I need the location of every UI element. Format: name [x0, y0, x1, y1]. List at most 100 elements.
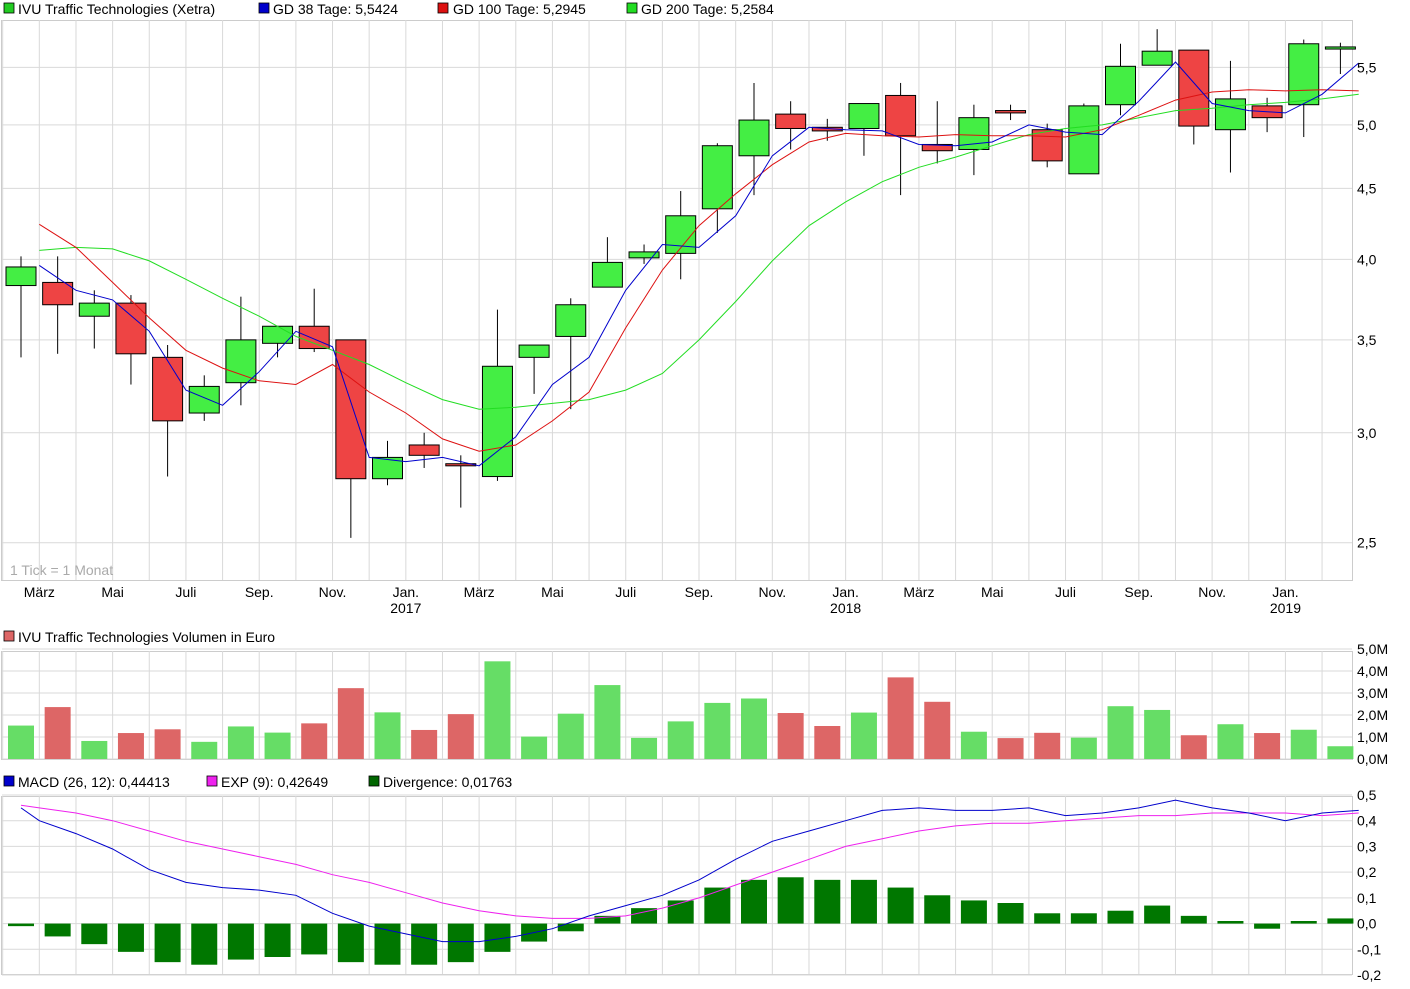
- divergence-bar: [264, 923, 291, 957]
- divergence-bar: [301, 923, 328, 955]
- price-x-tick-label: März: [464, 584, 495, 600]
- volume-bar: [1327, 746, 1354, 759]
- volume-bars: [8, 661, 1354, 759]
- divergence-bar: [1217, 921, 1244, 924]
- candle-body: [1068, 105, 1100, 175]
- volume-y-tick-label: 3,0M: [1357, 685, 1388, 701]
- divergence-bar: [1070, 913, 1097, 924]
- volume-y-tick-label: 4,0M: [1357, 663, 1388, 679]
- candle-body: [518, 344, 550, 358]
- legend-label-gd200: GD 200 Tage: 5,2584: [641, 1, 774, 17]
- price-x-tick-label: Mai: [541, 584, 564, 600]
- volume-bar: [301, 723, 328, 759]
- volume-bar: [777, 713, 804, 759]
- candle-body: [738, 119, 770, 157]
- macd-y-tick-label: 0,3: [1357, 838, 1377, 854]
- volume-legend-label: IVU Traffic Technologies Volumen in Euro: [18, 629, 275, 645]
- price-x-tick-label: Mai: [981, 584, 1004, 600]
- candle-body: [298, 325, 330, 350]
- candle-body: [1105, 65, 1136, 106]
- candle-body: [408, 444, 440, 456]
- tick-note: 1 Tick = 1 Monat: [10, 562, 113, 578]
- price-x-tick-label: Jan.: [1272, 584, 1298, 600]
- candle-body: [555, 304, 587, 337]
- volume-bar: [1144, 709, 1171, 759]
- price-y-tick-label: 3,5: [1357, 332, 1377, 348]
- divergence-bar: [997, 903, 1024, 924]
- price-candles: [5, 29, 1356, 538]
- divergence-bar: [741, 879, 767, 924]
- price-y-tick-label: 5,0: [1357, 117, 1377, 133]
- volume-bar: [887, 677, 914, 759]
- divergence-bar: [1107, 910, 1134, 924]
- candle-body: [628, 251, 660, 259]
- price-x-tick-label: Juli: [1055, 584, 1076, 600]
- price-panel: 2,5 3,0 3,5 4,0 4,5 5,0 5,5 März Mai Juli Sep. Nov…: [1, 20, 1377, 616]
- volume-panel: 0,0M 1,0M 2,0M 3,0M 4,0M 5,0M: [1, 641, 1388, 767]
- candle-body: [5, 266, 37, 287]
- volume-bar: [631, 737, 658, 759]
- legend-swatch-price: [3, 2, 15, 14]
- candle-body: [42, 281, 74, 306]
- volume-bar: [997, 738, 1024, 759]
- legend-swatch-gd38: [258, 2, 270, 14]
- candle-body: [921, 143, 953, 152]
- volume-bar: [411, 729, 438, 759]
- divergence-bar: [1180, 915, 1207, 924]
- macd-legend: MACD (26, 12): 0,44413 EXP (9): 0,42649 …: [3, 774, 512, 790]
- divergence-bar: [81, 923, 108, 945]
- divergence-bar: [1327, 918, 1354, 924]
- legend-label-price: IVU Traffic Technologies (Xetra): [18, 1, 215, 17]
- divergence-bar: [814, 879, 841, 924]
- volume-bar: [667, 721, 694, 759]
- divergence-bar: [1254, 923, 1281, 929]
- volume-bar: [1107, 706, 1134, 759]
- divergence-bar: [447, 923, 474, 963]
- price-y-tick-label: 2,5: [1357, 535, 1377, 551]
- divergence-bar: [337, 923, 364, 963]
- macd-line: [20, 799, 1359, 943]
- price-x-tick-label: Nov.: [758, 584, 786, 600]
- price-grid: [2, 20, 1352, 580]
- price-y-axis: 2,5 3,0 3,5 4,0 4,5 5,0 5,5: [1357, 59, 1377, 550]
- volume-bar: [960, 731, 987, 759]
- divergence-bar: [704, 887, 731, 924]
- macd-panel: -0,2 -0,1 0,0 0,1 0,2 0,3 0,4 0,5: [1, 787, 1381, 983]
- price-y-tick-label: 4,0: [1357, 251, 1377, 267]
- price-x-tick-label: Mai: [101, 584, 124, 600]
- macd-y-tick-label: 0,0: [1357, 916, 1377, 932]
- macd-divergence-bars: [8, 877, 1354, 965]
- divergence-bar: [227, 923, 254, 960]
- macd-y-tick-label: -0,2: [1357, 967, 1381, 983]
- volume-bar: [1254, 733, 1281, 759]
- candle-body: [335, 339, 367, 480]
- macd-y-axis: -0,2 -0,1 0,0 0,1 0,2 0,3 0,4 0,5: [1357, 787, 1381, 983]
- volume-y-axis: 0,0M 1,0M 2,0M 3,0M 4,0M 5,0M: [1357, 641, 1388, 767]
- divergence-bar: [960, 900, 987, 924]
- gd200-line: [39, 93, 1359, 410]
- volume-bar: [1070, 737, 1097, 759]
- volume-bar: [594, 685, 621, 759]
- price-x-tick-year: 2017: [390, 600, 421, 616]
- legend-label-gd38: GD 38 Tage: 5,5424: [273, 1, 398, 17]
- legend-swatch-gd200: [626, 2, 638, 14]
- candle-body: [1178, 49, 1210, 127]
- divergence-bar: [1290, 921, 1317, 924]
- divergence-bar: [594, 915, 621, 924]
- divergence-bar: [1034, 913, 1061, 924]
- candle-body: [225, 339, 257, 384]
- volume-bar: [374, 712, 401, 759]
- candle-body: [372, 456, 403, 480]
- volume-bar: [191, 741, 218, 759]
- divergence-bar: [44, 923, 71, 937]
- candle-body: [885, 94, 917, 137]
- volume-bar: [227, 726, 254, 759]
- volume-bar: [117, 733, 144, 759]
- volume-bar: [337, 688, 364, 759]
- volume-bar: [521, 736, 548, 759]
- exp-legend-swatch: [206, 775, 218, 787]
- volume-bar: [81, 740, 108, 759]
- volume-bar: [447, 714, 474, 759]
- volume-bar: [741, 698, 767, 759]
